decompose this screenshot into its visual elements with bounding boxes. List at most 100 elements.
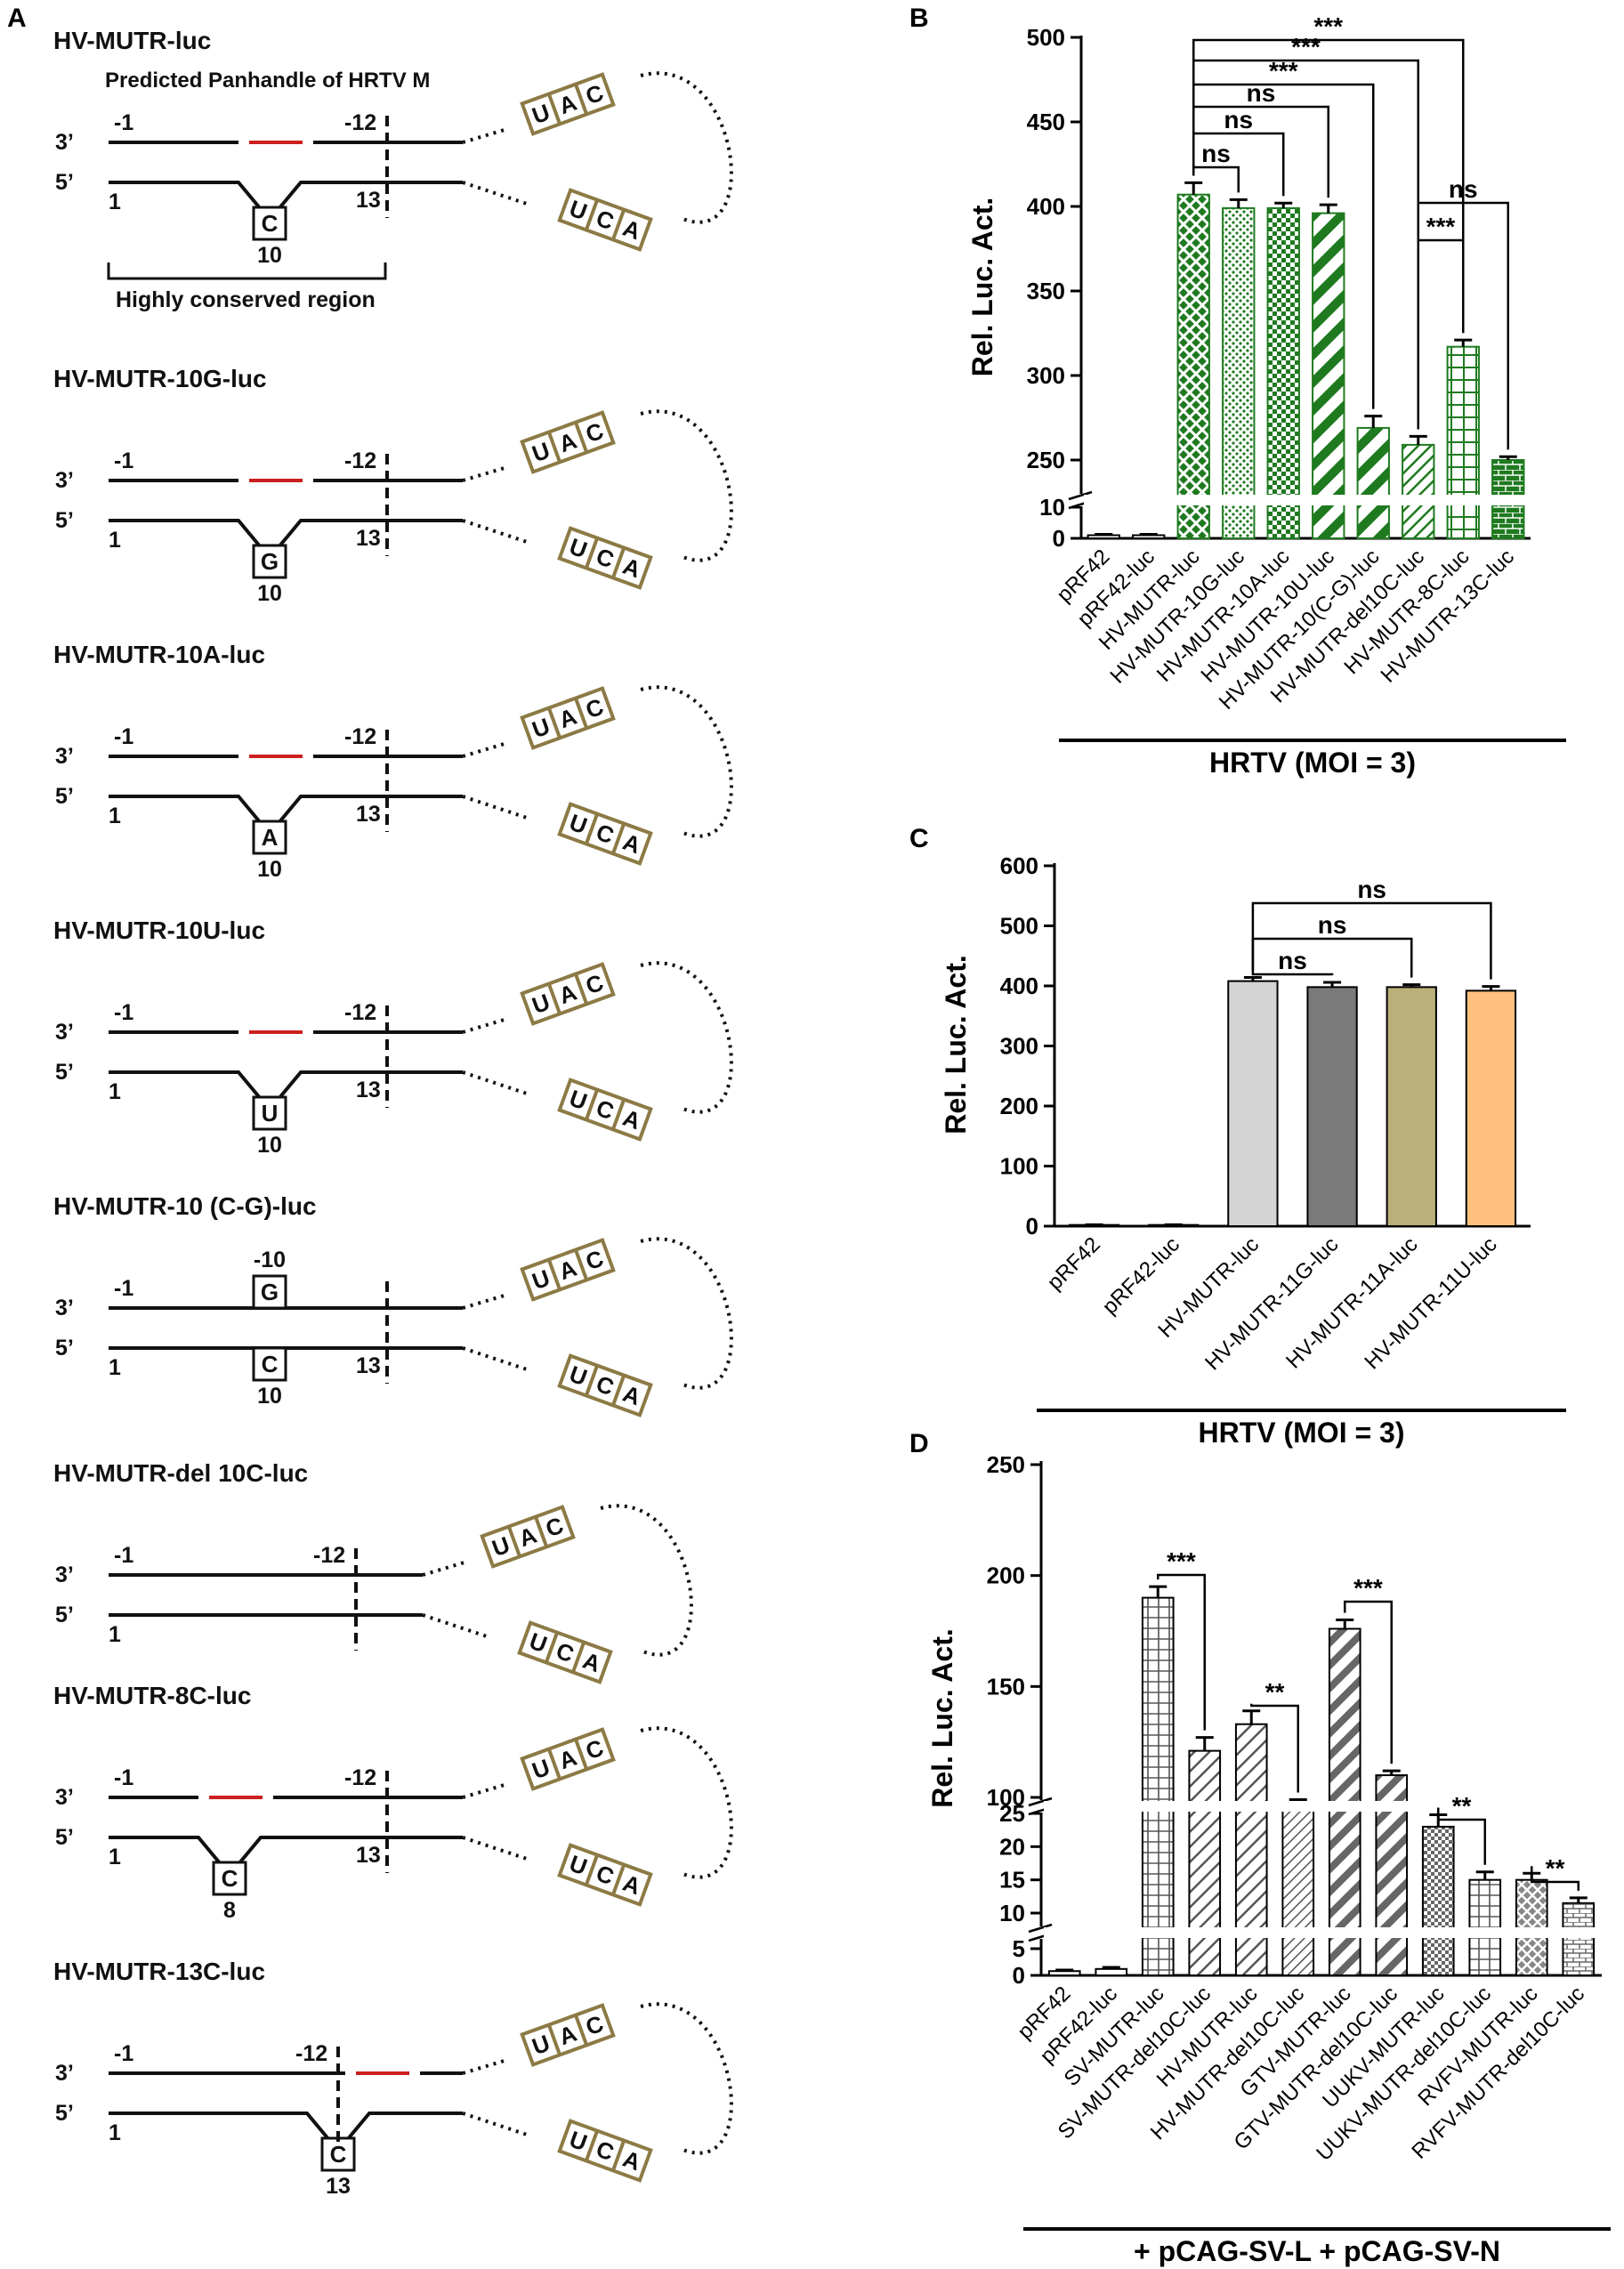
- bar: [1176, 193, 1210, 539]
- bar: [1141, 1596, 1175, 1976]
- bulge-position: 10: [257, 581, 282, 606]
- loop-connector: [462, 1836, 530, 1861]
- bottom-left-position: 1: [109, 1079, 121, 1104]
- loop-arc: [640, 1237, 733, 1390]
- break-band: [1044, 1801, 1604, 1812]
- panhandle-diagram: HV-MUTR-luc Predicted Panhandle of HRTV M…: [53, 27, 733, 2199]
- bar: [1402, 443, 1435, 539]
- construct-name: HV-MUTR-10 (C-G)-luc: [53, 1192, 317, 1220]
- bulge-box: [212, 1861, 247, 1896]
- strand-5-line: [109, 795, 463, 825]
- strand-5-label: 5’: [55, 508, 74, 533]
- top-right-position: -12: [344, 724, 376, 749]
- loop-connector: [462, 1293, 508, 1310]
- y-tick-label: 20: [999, 1833, 1025, 1860]
- loop-connector: [462, 519, 530, 545]
- bar: [1312, 212, 1345, 539]
- bar: [1306, 986, 1358, 1227]
- y-axis-label: Rel. Luc. Act.: [966, 198, 998, 377]
- significance-label: **: [1546, 1854, 1565, 1882]
- bulge-position: 10: [257, 1133, 282, 1158]
- loop-connector: [462, 795, 530, 820]
- significance-label: ***: [1167, 1547, 1196, 1575]
- top-left-position: -1: [114, 448, 133, 473]
- y-tick-label: 250: [1027, 447, 1065, 473]
- top-left-position: -1: [114, 1765, 133, 1790]
- y-tick-label: 5: [1013, 1935, 1025, 1962]
- construct-name: HV-MUTR-8C-luc: [53, 1682, 251, 1709]
- y-tick-label: 0: [1026, 1213, 1038, 1239]
- loop-connector: [422, 1613, 490, 1639]
- loop-connector: [462, 741, 508, 758]
- bulge-nucleotide: C: [262, 210, 279, 237]
- y-tick-label: 500: [1000, 913, 1038, 940]
- chart-c: 0100200300400500600pRF42pRF42-lucHV-MUTR…: [940, 852, 1566, 1449]
- loop-connector: [462, 2058, 508, 2075]
- significance-label: ns: [1318, 911, 1347, 939]
- axis-break-mark: [1068, 490, 1093, 501]
- bar: [1047, 1970, 1081, 1976]
- strand-5-line: [109, 519, 463, 549]
- loop-connector: [462, 2112, 530, 2137]
- loop-arc: [640, 409, 733, 562]
- significance-label: ***: [1313, 12, 1343, 40]
- significance-label: ***: [1426, 213, 1456, 240]
- y-tick-label: 10: [999, 1900, 1025, 1926]
- category-label: HV-MUTR-11A-luc: [1281, 1232, 1422, 1373]
- comparison-bracket: [1250, 1703, 1299, 1793]
- y-tick-label: 0: [1053, 525, 1065, 552]
- x-axis-label: + pCAG-SV-L + pCAG-SV-N: [1134, 2235, 1500, 2267]
- loop-arc: [640, 2002, 733, 2155]
- comparison-bracket: [1251, 901, 1492, 980]
- category-label: HV-MUTR-11U-luc: [1360, 1232, 1501, 1374]
- y-tick-label: 350: [1027, 278, 1065, 304]
- bar: [1227, 980, 1279, 1227]
- comparison-bracket: [1192, 38, 1465, 334]
- y-tick-label: 300: [1027, 362, 1065, 389]
- strand-5-line: [109, 2112, 463, 2142]
- top-left-position: -1: [114, 110, 133, 135]
- comparison-bracket: [1251, 937, 1413, 978]
- strand-5-label: 5’: [55, 1603, 74, 1627]
- strand-5-label: 5’: [55, 2101, 74, 2126]
- bar: [1132, 534, 1166, 539]
- strand-3-label: 3’: [55, 1562, 74, 1587]
- loop-connector: [462, 127, 508, 144]
- bulge-position: 8: [223, 1898, 236, 1923]
- y-tick-label: 10: [1039, 494, 1065, 521]
- loop-connector: [422, 1560, 468, 1577]
- bottom-left-position: 1: [109, 1845, 121, 1869]
- bulge-nucleotide: G: [261, 548, 279, 575]
- category-label: pRF42-luc: [1098, 1232, 1184, 1319]
- bar: [1281, 1805, 1315, 1976]
- loop-connector: [462, 181, 530, 206]
- bulge-box: [252, 820, 287, 855]
- pair-position-top: -10: [254, 1248, 286, 1272]
- top-right-position: -12: [344, 1765, 376, 1790]
- y-tick-label: 400: [1000, 973, 1038, 999]
- significance-label: ns: [1357, 876, 1386, 903]
- y-tick-label: 500: [1027, 24, 1065, 51]
- loop-arc: [640, 1726, 733, 1879]
- x-axis-label: HRTV (MOI = 3): [1198, 1417, 1404, 1449]
- bar: [1386, 986, 1437, 1227]
- y-tick-label: 400: [1027, 193, 1065, 220]
- bulge-position: 10: [257, 243, 282, 268]
- bulge-nucleotide: C: [222, 1865, 238, 1892]
- strand-3-label: 3’: [55, 744, 74, 769]
- bottom-right-position: 13: [356, 1078, 381, 1102]
- bar: [1421, 1825, 1455, 1977]
- loop-connector: [462, 1070, 530, 1096]
- top-left-position: -1: [114, 724, 133, 749]
